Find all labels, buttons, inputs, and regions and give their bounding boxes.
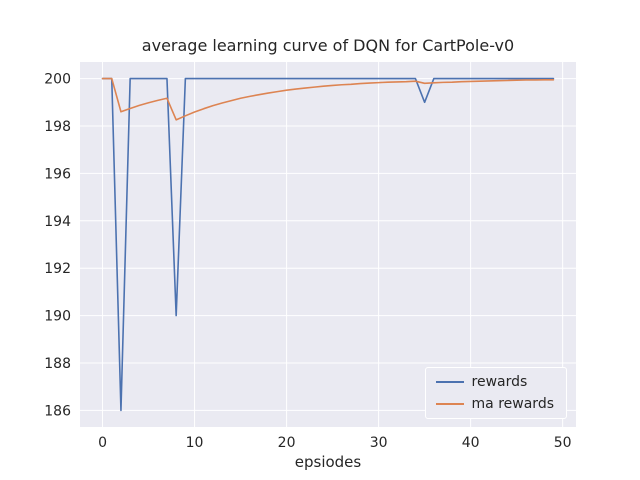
legend-line-swatch (435, 403, 464, 405)
y-tick-label: 200 (44, 72, 71, 88)
legend-item-rewards: rewards (435, 374, 554, 390)
plot-background (80, 62, 576, 427)
x-tick-label: 20 (278, 435, 296, 451)
x-axis-label: epsiodes (294, 453, 362, 471)
chart-title: average learning curve of DQN for CartPo… (141, 36, 515, 55)
y-tick-label: 192 (44, 261, 71, 277)
legend: rewards ma rewards (424, 367, 567, 419)
legend-label: rewards (471, 374, 528, 390)
legend-line-swatch (435, 381, 464, 383)
legend-item-ma-rewards: ma rewards (435, 396, 554, 412)
series-line-ma-rewards (101, 77, 555, 121)
y-tick-label: 194 (44, 214, 71, 230)
y-tick-label: 188 (44, 356, 71, 372)
x-tick-label: 10 (186, 435, 204, 451)
x-tick-label: 50 (554, 435, 572, 451)
series-line-rewards (101, 77, 555, 412)
x-tick-label: 40 (462, 435, 480, 451)
x-tick-label: 30 (370, 435, 388, 451)
x-tick-label: 0 (98, 435, 107, 451)
y-tick-label: 196 (44, 166, 71, 182)
y-tick-label: 190 (44, 309, 71, 325)
y-tick-label: 198 (44, 119, 71, 135)
legend-label: ma rewards (471, 396, 554, 412)
y-tick-label: 186 (44, 403, 71, 419)
